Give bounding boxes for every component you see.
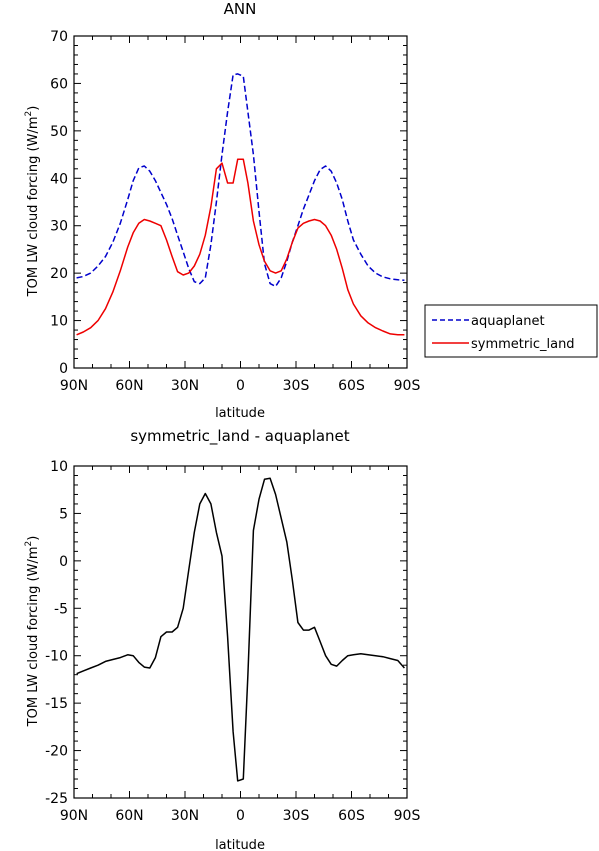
x-tick-label-top: 0 — [236, 378, 245, 394]
x-tick-label-top: 90N — [60, 378, 88, 394]
y-tick-label-top: 50 — [50, 124, 68, 140]
y-axis-label-bottom: TOM LW cloud forcing (W/m2) — [24, 536, 41, 728]
y-tick-label-top: 20 — [50, 266, 68, 282]
legend: aquaplanet symmetric_land — [424, 304, 598, 358]
x-tick-label-top: 30N — [171, 378, 199, 394]
legend-entry-aquaplanet: aquaplanet — [471, 314, 545, 329]
x-tick-label-bottom: 60S — [338, 808, 365, 824]
y-tick-label-bottom: -10 — [45, 649, 68, 665]
plot-area-bottom: 90N 60N 30N 0 30S 60S 90S -25 -20 -15 -10 -5 0 5 10 — [45, 459, 420, 824]
x-tick-label-top: 30S — [283, 378, 310, 394]
plot-area-top: 90N 60N 30N 0 30S 60S 90S 0 10 20 30 40 50 60 70 — [50, 29, 420, 394]
x-tick-label-bottom: 30S — [283, 808, 310, 824]
y-tick-label-bottom: -20 — [45, 744, 68, 760]
x-tick-label-bottom: 30N — [171, 808, 199, 824]
y-tick-label-top: 0 — [59, 361, 68, 377]
x-axis-label-top: latitude — [215, 406, 265, 421]
x-tick-label-bottom: 90N — [60, 808, 88, 824]
series-line-symmetric-land — [76, 158, 405, 336]
y-tick-label-top: 10 — [50, 314, 68, 330]
x-axis-label-bottom: latitude — [215, 838, 265, 851]
chart-title-bottom: symmetric_land - aquaplanet — [130, 427, 349, 446]
chart-title-top: ANN — [224, 0, 257, 18]
y-tick-label-top: 60 — [50, 76, 68, 92]
y-axis-label-top: TOM LW cloud forcing (W/m2) — [24, 106, 41, 298]
x-tick-label-top: 90S — [394, 378, 421, 394]
y-tick-label-bottom: 10 — [50, 459, 68, 475]
y-tick-label-top: 40 — [50, 171, 68, 187]
legend-box — [424, 304, 598, 358]
y-tick-label-bottom: -5 — [54, 601, 68, 617]
y-tick-label-bottom: 5 — [59, 506, 68, 522]
y-tick-label-bottom: -15 — [45, 696, 68, 712]
y-tick-label-bottom: -25 — [45, 791, 68, 807]
y-tick-label-top: 30 — [50, 219, 68, 235]
plot-frame-top — [73, 35, 408, 369]
series-line-aquaplanet — [76, 73, 405, 288]
y-tick-label-bottom: 0 — [59, 554, 68, 570]
chart-panel-bottom: symmetric_land - aquaplanet 90N 60N 30N 0 30… — [24, 427, 420, 851]
x-tick-label-bottom: 0 — [236, 808, 245, 824]
x-tick-label-bottom: 90S — [394, 808, 421, 824]
x-tick-label-top: 60N — [115, 378, 143, 394]
legend-entry-symmetric-land: symmetric_land — [471, 337, 575, 352]
x-tick-label-top: 60S — [338, 378, 365, 394]
series-line-difference — [76, 477, 405, 782]
y-tick-label-top: 70 — [50, 29, 68, 45]
x-tick-label-bottom: 60N — [115, 808, 143, 824]
plot-frame-bottom — [73, 465, 408, 799]
chart-panel-top: ANN 90N 60N 30N 0 30S 60S 90S 0 10 20 30 40 50 60 70 l… — [24, 0, 598, 421]
